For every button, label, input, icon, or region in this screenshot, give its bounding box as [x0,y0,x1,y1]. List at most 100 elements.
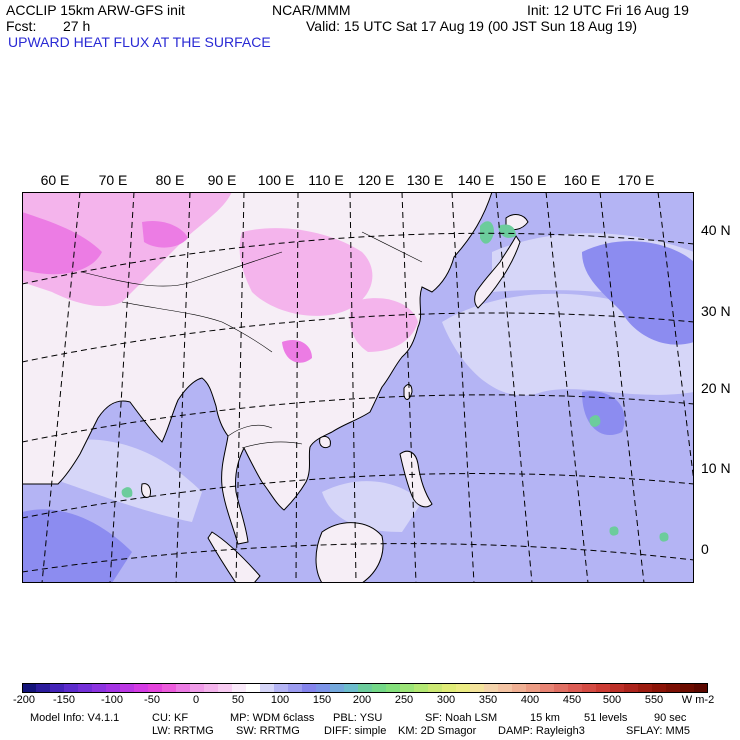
colorbar-tick-label: 50 [231,694,245,706]
lat-label: 20 N [701,380,731,396]
colorbar-cell [386,683,401,693]
country-borders [81,231,423,449]
colorbar-cell [288,683,303,693]
pbl-scheme: PBL: YSU [333,712,383,724]
colorbar-tick-label: -200 [12,694,36,706]
lat-lon-grid [22,192,694,583]
colorbar-cell [120,683,135,693]
colorbar-cell [694,683,708,693]
model-title: ACCLIP 15km ARW-GFS init [6,2,185,18]
colorbar-cell [204,683,219,693]
positive-flux-region [609,526,619,536]
colorbar-cell [526,683,541,693]
positive-flux-region [498,224,516,238]
colorbar-cell [596,683,611,693]
colorbar-cell [470,683,485,693]
longwave-scheme: LW: RRTMG [152,725,214,737]
shortwave-scheme: SW: RRTMG [236,725,300,737]
lat-label: 0 [701,541,709,557]
colorbar-tick-label: 100 [270,694,290,706]
colorbar-cell [50,683,65,693]
grid-resolution: 15 km [530,712,560,724]
colorbar-cell [680,683,695,693]
colorbar-cell [358,683,373,693]
colorbar-cell [652,683,667,693]
lon-label: 160 E [563,172,601,188]
lon-label: 90 E [207,172,237,188]
model-info: Model Info: V4.1.1 [30,712,120,724]
lon-label: 100 E [257,172,295,188]
colorbar-cell [36,683,51,693]
philippine-islands [399,450,433,508]
colorbar-tick-label: 400 [520,694,540,706]
positive-flux-region [121,487,133,498]
colorbar-cell [540,683,555,693]
lon-label: 130 E [406,172,444,188]
colorbar-cell [666,683,681,693]
negative-flux-region [239,228,373,316]
lat-label: 30 N [701,303,731,319]
borneo-island [315,522,384,583]
colorbar-cell [638,683,653,693]
colorbar-cell [92,683,107,693]
colorbar-cell [344,683,359,693]
lon-label: 80 E [155,172,185,188]
colorbar-units: W m-2 [681,694,715,706]
lon-label: 70 E [98,172,128,188]
heat-flux-map [22,192,694,583]
strong-negative-flux-region [142,220,188,248]
surface-scheme: SF: Noah LSM [425,712,498,724]
valid-time: Valid: 15 UTC Sat 17 Aug 19 (00 JST Sun … [306,18,638,34]
lon-label: 150 E [509,172,547,188]
surface-layer-scheme: SFLAY: MM5 [626,725,690,737]
positive-flux-region [659,532,669,542]
lat-label: 40 N [701,222,731,238]
colorbar-cell [274,683,289,693]
colorbar-cell [442,683,457,693]
organization-label: NCAR/MMM [272,2,351,18]
field-title: UPWARD HEAT FLUX AT THE SURFACE [8,34,271,50]
ocean-light-patch [322,481,422,532]
colorbar-cell [218,683,233,693]
colorbar-tick-label: 250 [394,694,414,706]
colorbar-cell [302,683,317,693]
colorbar-cell [162,683,177,693]
microphysics-scheme: MP: WDM 6class [230,712,315,724]
time-step: 90 sec [654,712,687,724]
colorbar-cell [64,683,79,693]
colorbar-cell [610,683,625,693]
colorbar-tick-label: 300 [436,694,456,706]
lon-label: 140 E [457,172,495,188]
ocean-medium-patch [22,509,132,583]
colorbar-cell [484,683,499,693]
eddy-coefficient-scheme: KM: 2D Smagor [398,725,477,737]
japan-islands [474,235,521,309]
strong-negative-flux-region [22,212,102,275]
colorbar-tick-label: 550 [644,694,664,706]
colorbar-cell [568,683,583,693]
colorbar-cell [582,683,597,693]
colorbar-cell [316,683,331,693]
sri-lanka-island [141,483,151,498]
colorbar-cell [78,683,93,693]
colorbar-cell [428,683,443,693]
colorbar-cell [148,683,163,693]
colorbar-cell [134,683,149,693]
colorbar-tick-label: 350 [478,694,498,706]
colorbar-tick-label: 450 [562,694,582,706]
colorbar-cell [260,683,275,693]
positive-flux-region [589,415,601,427]
colorbar-cell [372,683,387,693]
colorbar-cell [106,683,121,693]
colorbar-tick-label: -100 [100,694,124,706]
colorbar-cell [190,683,205,693]
colorbar-cell [22,683,37,693]
colorbar-cell [554,683,569,693]
init-time: Init: 12 UTC Fri 16 Aug 19 [527,2,689,18]
colorbar-cell [498,683,513,693]
colorbar-tick-label: -50 [144,694,160,706]
vertical-levels: 51 levels [584,712,628,724]
negative-flux-region [349,298,418,352]
lon-label: 170 E [617,172,655,188]
colorbar-cell [232,683,247,693]
